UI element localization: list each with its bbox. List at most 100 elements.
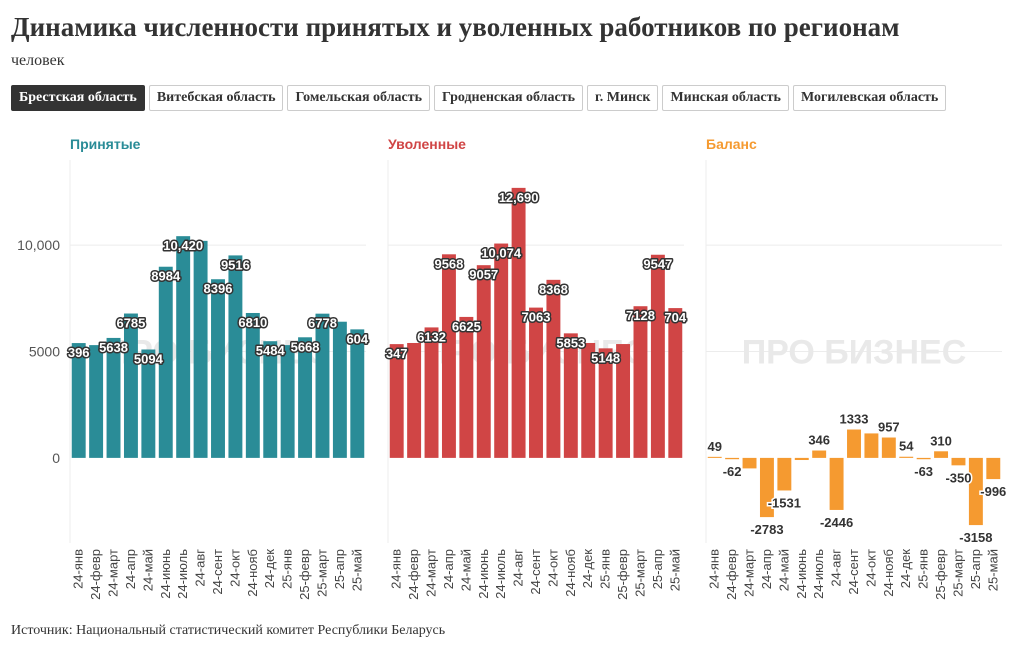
bar-25-февр-2	[934, 451, 949, 458]
data-label-24-апр-1: 9568	[434, 256, 463, 271]
x-tick-label-2-14: 25-март	[950, 549, 965, 597]
x-tick-label-2-6: 24-июль	[811, 549, 826, 599]
source-note: Источник: Национальный статистический ко…	[11, 623, 446, 638]
data-label-24-янв-2: 49	[707, 439, 721, 454]
bar-24-март-2	[742, 457, 757, 469]
x-tick-label-0-9: 24-окт	[227, 549, 242, 587]
bar-24-дек-2	[899, 456, 914, 458]
bar-24-июль-0	[176, 236, 191, 458]
bar-24-сент-2	[847, 429, 861, 458]
data-label-24-март-0: 5638	[99, 340, 128, 355]
bar-25-янв-0	[280, 345, 295, 458]
data-label-24-авг-1: 12,690	[499, 190, 539, 205]
data-label-24-янв-1: 347	[386, 346, 408, 361]
bar-24-февр-1	[407, 342, 422, 458]
x-tick-label-2-5: 24-июнь	[794, 549, 809, 599]
data-label-24-май-1: 6625	[452, 319, 481, 334]
data-label-25-май-1: 704	[664, 310, 686, 325]
x-tick-label-1-4: 24-май	[458, 549, 473, 591]
data-label-24-апр-2: -2783	[750, 522, 783, 537]
x-tick-label-1-16: 25-май	[667, 549, 682, 591]
x-tick-label-1-6: 24-июль	[493, 549, 508, 599]
x-tick-label-1-1: 24-февр	[406, 549, 421, 600]
data-label-25-март-2: -350	[945, 470, 971, 485]
bar-24-февр-0	[89, 345, 104, 458]
data-label-25-янв-2: -63	[914, 464, 933, 479]
data-label-24-июль-1: 10,074	[481, 246, 522, 261]
bar-25-март-2	[951, 457, 966, 466]
x-tick-label-0-4: 24-май	[140, 549, 155, 591]
chart-title: Динамика численности принятых и уволенны…	[11, 12, 900, 42]
bar-24-сент-0	[211, 279, 225, 458]
x-tick-label-1-5: 24-июнь	[476, 549, 491, 599]
tab-minsk-city[interactable]: г. Минск	[587, 85, 659, 111]
x-tick-label-0-15: 25-апр	[332, 549, 347, 589]
x-tick-label-2-10: 24-нояб	[881, 549, 896, 597]
bar-24-авг-2	[829, 457, 844, 510]
bar-25-апр-1	[650, 254, 665, 458]
bar-24-май-2	[777, 457, 792, 491]
y-tick-label-0-1: 5000	[29, 344, 60, 360]
bar-25-янв-2	[916, 457, 931, 460]
bar-24-июнь-0	[158, 266, 173, 458]
data-label-24-дек-2: 54	[899, 439, 914, 454]
x-tick-label-2-0: 24-янв	[707, 549, 722, 589]
x-tick-label-1-3: 24-апр	[441, 549, 456, 589]
data-label-24-июнь-1: 9057	[469, 267, 498, 282]
data-label-24-апр-0: 6785	[116, 316, 145, 331]
x-tick-label-1-2: 24-март	[424, 549, 439, 597]
data-label-24-нояб-0: 6810	[238, 315, 267, 330]
x-tick-label-1-9: 24-окт	[545, 549, 560, 587]
bar-24-апр-2	[759, 457, 774, 518]
x-tick-label-0-11: 24-дек	[262, 549, 277, 589]
bar-25-март-0	[315, 313, 330, 458]
data-label-24-нояб-2: 957	[878, 420, 900, 435]
bar-24-сент-1	[529, 307, 543, 458]
data-label-24-июль-0: 10,420	[163, 238, 203, 253]
data-label-25-февр-0: 5668	[291, 339, 320, 354]
panel-title-0: Принятые	[70, 136, 141, 152]
bar-24-дек-0	[263, 341, 278, 458]
data-label-25-март-1: 7128	[626, 308, 655, 323]
data-label-24-окт-1: 8368	[539, 282, 568, 297]
x-tick-label-2-11: 24-дек	[898, 549, 913, 589]
x-tick-label-0-5: 24-июнь	[158, 549, 173, 599]
tab-brest-region[interactable]: Брестская область	[11, 85, 145, 111]
x-tick-label-2-8: 24-сент	[846, 549, 861, 595]
bar-25-апр-2	[968, 457, 983, 526]
panel-title-1: Уволенные	[388, 136, 466, 152]
x-tick-label-2-7: 24-авг	[829, 549, 844, 587]
bar-24-июль-1	[494, 243, 509, 458]
bar-25-февр-0	[298, 337, 313, 458]
x-tick-label-0-0: 24-янв	[71, 549, 86, 589]
data-label-24-сент-1: 7063	[522, 310, 551, 325]
data-label-24-май-2: -1531	[768, 495, 801, 510]
bar-24-май-0	[141, 349, 156, 458]
bar-24-дек-1	[581, 342, 596, 458]
data-label-24-июль-2: 346	[808, 433, 830, 448]
data-label-24-сент-2: 1333	[840, 412, 869, 427]
x-tick-label-2-3: 24-апр	[759, 549, 774, 589]
x-tick-label-0-1: 24-февр	[88, 549, 103, 600]
tab-minsk-region[interactable]: Минская область	[662, 85, 789, 111]
tab-gomel-region[interactable]: Гомельская область	[287, 85, 431, 111]
data-label-25-май-0: 604	[346, 331, 368, 346]
bar-24-авг-0	[193, 240, 208, 458]
data-label-25-янв-1: 5148	[591, 350, 620, 365]
chart-subtitle: человек	[11, 52, 65, 69]
bar-24-июль-2	[812, 450, 827, 458]
x-tick-label-2-2: 24-март	[742, 549, 757, 597]
bar-24-март-1	[424, 327, 439, 458]
tab-grodno-region[interactable]: Гродненская область	[434, 85, 584, 111]
panel-title-2: Баланс	[706, 136, 757, 152]
tab-vitebsk-region[interactable]: Витебская область	[148, 85, 284, 111]
bar-25-май-1	[668, 308, 683, 458]
x-tick-label-1-14: 25-март	[632, 549, 647, 597]
x-tick-label-1-10: 24-нояб	[563, 549, 578, 597]
tab-mogilev-region[interactable]: Могилевская область	[792, 85, 947, 111]
bar-25-янв-1	[598, 348, 613, 458]
data-label-25-апр-1: 9547	[643, 257, 672, 272]
x-tick-label-2-15: 25-апр	[968, 549, 983, 589]
x-tick-label-1-15: 25-апр	[650, 549, 665, 589]
